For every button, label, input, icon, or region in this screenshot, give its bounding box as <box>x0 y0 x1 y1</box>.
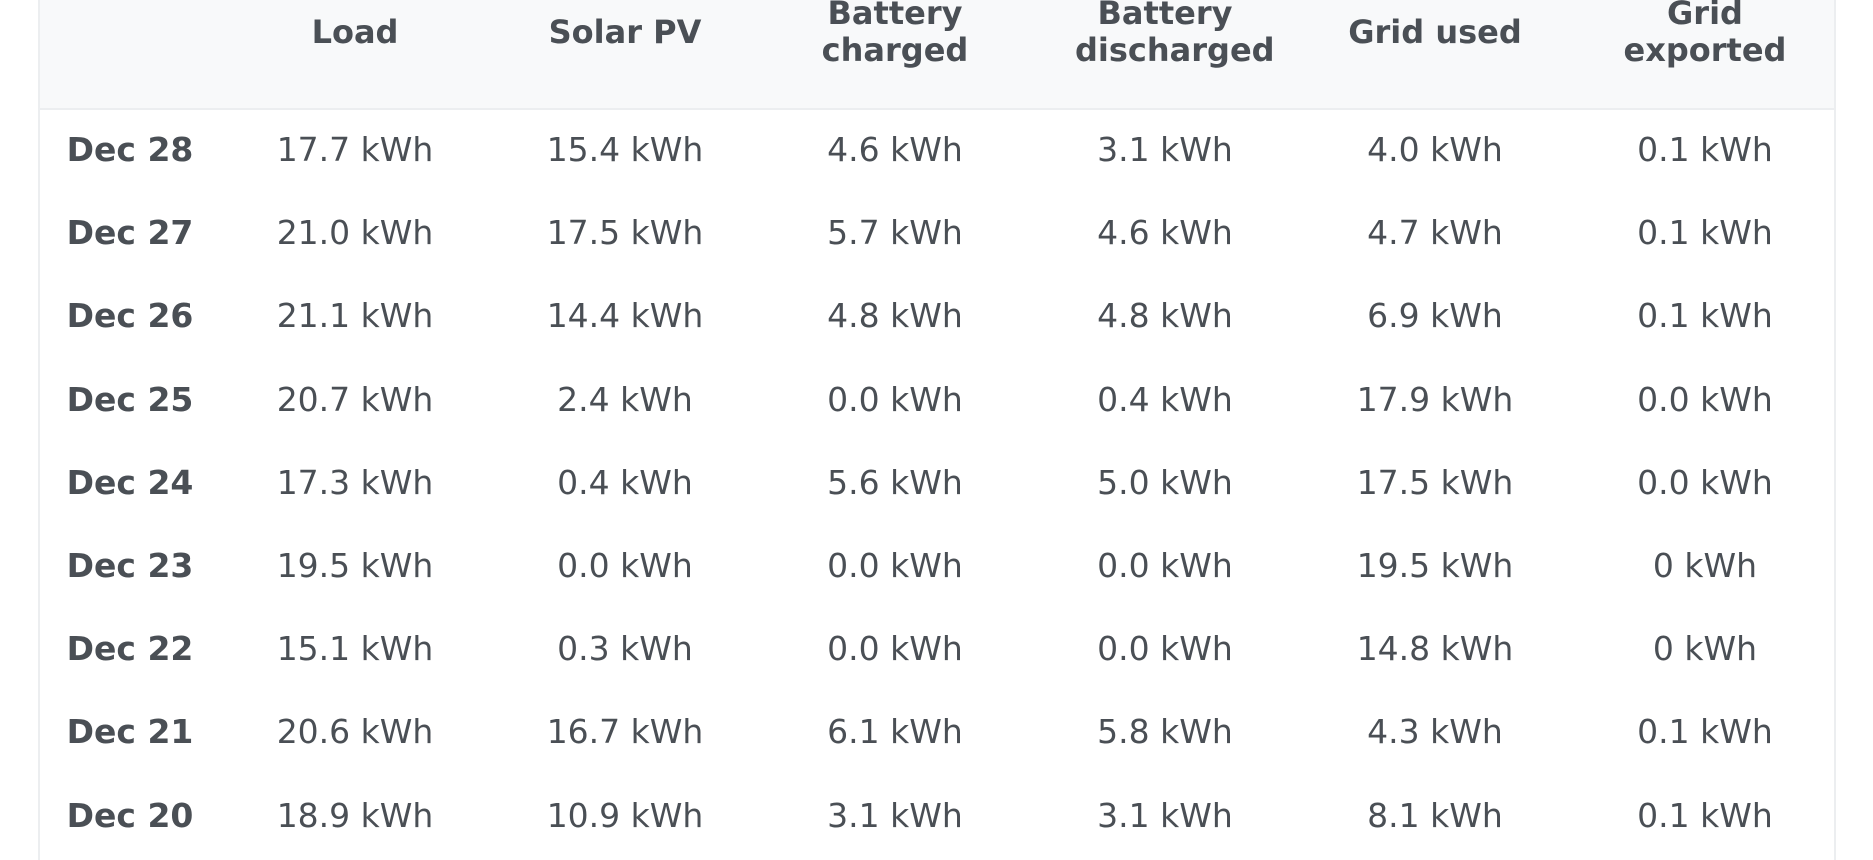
cell-value: 4.8 kWh <box>1097 296 1233 336</box>
cell-value: 6.1 kWh <box>827 712 963 752</box>
cell-value: 19.5 kWh <box>276 546 434 585</box>
cell-value: 17.5 kWh <box>546 213 704 253</box>
column-header-text: Grid used <box>1348 12 1522 51</box>
cell-value: 0.3 kWh <box>557 629 693 669</box>
cell-value: 4.3 kWh <box>1367 712 1503 752</box>
cell-value: 18.9 kWh <box>276 795 434 835</box>
cell-value: 21.1 kWh <box>276 296 434 336</box>
cell-value: 0.1 kWh <box>1637 795 1773 835</box>
cell-value: 0.1 kWh <box>1637 296 1773 336</box>
cell-value: 14.8 kWh <box>1356 629 1514 669</box>
table-header: Load Solar PV Battery charged Battery disch… <box>40 0 1834 110</box>
row-date: Dec 21 <box>66 712 194 752</box>
column-header-text: Load <box>311 12 399 51</box>
cell-value: 8.1 kWh <box>1367 795 1503 835</box>
row-date: Dec 22 <box>66 629 194 669</box>
cell-value: 5.0 kWh <box>1097 462 1233 502</box>
cell-value: 0.4 kWh <box>557 462 693 502</box>
cell-value: 21.0 kWh <box>276 213 434 253</box>
cell-value: 19.5 kWh <box>1356 546 1514 585</box>
energy-table: Load Solar PV Battery charged Battery disch… <box>38 0 1836 860</box>
cell-value: 14.4 kWh <box>546 296 704 336</box>
column-header: Battery discharged <box>1030 0 1300 69</box>
cell-value: 15.4 kWh <box>546 130 704 169</box>
cell-value: 6.9 kWh <box>1367 296 1503 336</box>
column-header: Grid used <box>1300 0 1570 64</box>
cell-value: 17.9 kWh <box>1356 379 1514 419</box>
cell-value: 3.1 kWh <box>827 795 963 835</box>
cell-value: 0.1 kWh <box>1637 213 1773 253</box>
row-date: Dec 27 <box>66 213 194 253</box>
column-header: Load <box>220 0 490 64</box>
cell-value: 4.8 kWh <box>827 296 963 336</box>
column-header: Solar PV <box>490 0 760 64</box>
cell-value: 4.6 kWh <box>1097 213 1233 253</box>
row-date: Dec 23 <box>66 546 194 585</box>
cell-value: 0 kWh <box>1652 546 1758 585</box>
cell-value: 0.0 kWh <box>1637 462 1773 502</box>
cell-value: 0.0 kWh <box>557 546 693 585</box>
cell-value: 17.5 kWh <box>1356 462 1514 502</box>
cell-value: 5.8 kWh <box>1097 712 1233 752</box>
cell-value: 5.7 kWh <box>827 213 963 253</box>
cell-value: 2.4 kWh <box>557 379 693 419</box>
cell-value: 0.0 kWh <box>827 629 963 669</box>
cell-value: 0.0 kWh <box>1097 546 1233 585</box>
cell-value: 20.7 kWh <box>276 379 434 419</box>
cell-value: 10.9 kWh <box>546 795 704 835</box>
cell-value: 15.1 kWh <box>276 629 434 669</box>
cell-value: 0.4 kWh <box>1097 379 1233 419</box>
cell-value: 4.0 kWh <box>1367 130 1503 169</box>
cell-value: 20.6 kWh <box>276 712 434 752</box>
cell-value: 17.3 kWh <box>276 462 434 502</box>
column-header-text: Battery discharged <box>1075 0 1275 69</box>
column-header-text: Solar PV <box>548 12 702 51</box>
cell-value: 0.0 kWh <box>827 546 963 585</box>
cell-value: 0 kWh <box>1652 629 1758 669</box>
row-date: Dec 28 <box>66 130 194 169</box>
row-date: Dec 25 <box>66 379 194 419</box>
cell-value: 0.1 kWh <box>1637 712 1773 752</box>
cell-value: 0.0 kWh <box>1097 629 1233 669</box>
cell-value: 0.0 kWh <box>1637 379 1773 419</box>
cell-value: 0.0 kWh <box>827 379 963 419</box>
cell-value: 3.1 kWh <box>1097 130 1233 169</box>
cell-value: 0.1 kWh <box>1637 130 1773 169</box>
column-header-text: Grid exported <box>1623 0 1787 69</box>
cell-value: 3.1 kWh <box>1097 795 1233 835</box>
page: Load Solar PV Battery charged Battery disch… <box>38 0 1836 860</box>
cell-value: 5.6 kWh <box>827 462 963 502</box>
row-date: Dec 24 <box>66 462 194 502</box>
cell-value: 4.7 kWh <box>1367 213 1503 253</box>
cell-value: 16.7 kWh <box>546 712 704 752</box>
column-header-text: Battery charged <box>821 0 969 69</box>
cell-value: 4.6 kWh <box>827 130 963 169</box>
row-date: Dec 20 <box>66 795 194 835</box>
cell-value: 17.7 kWh <box>276 130 434 169</box>
column-header: Battery charged <box>760 0 1030 69</box>
row-date: Dec 26 <box>66 296 194 336</box>
column-header: Grid exported <box>1570 0 1840 69</box>
